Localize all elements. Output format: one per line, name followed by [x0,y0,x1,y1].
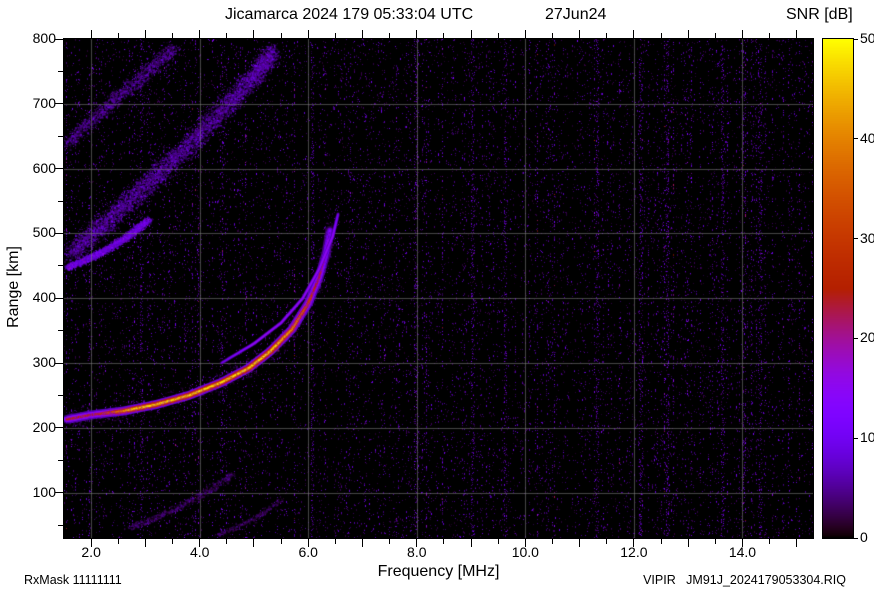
y-tick [55,427,63,429]
data-file-text: VIPIR JM91J_2024179053304.RIQ [643,573,846,587]
y-axis-label: Range [km] [5,246,22,328]
colorbar-tick [854,138,858,140]
x-tick [416,30,418,38]
x-tick [334,539,336,544]
x-tick [307,30,309,38]
x-tick [769,539,771,544]
y-tick [55,492,63,494]
x-tick [199,30,201,38]
x-tick [524,539,526,547]
x-tick [117,539,119,544]
x-tick [551,539,553,544]
rx-mask-text: RxMask 11111111 [24,573,122,587]
x-tick [253,30,255,38]
x-tick-label: 12.0 [620,544,648,560]
x-tick [579,30,581,38]
x-tick-label: 2.0 [81,544,101,560]
x-tick-label: 4.0 [189,544,210,560]
x-tick [497,539,499,544]
x-tick [307,539,309,547]
y-tick [55,168,63,170]
y-tick-label: 600 [32,159,56,176]
y-tick-label: 800 [32,30,56,46]
y-tick-label: 700 [32,94,56,111]
x-tick [280,539,282,544]
x-tick-label: 10.0 [511,544,539,560]
colorbar-tick [854,38,858,40]
plot-date: 27Jun24 [545,6,607,23]
y-tick [55,362,63,364]
x-tick [606,539,608,544]
x-tick [796,30,798,38]
y-tick [55,103,63,105]
colorbar-tick-label: 20 [860,329,874,346]
plot-title: Jicamarca 2024 179 05:33:04 UTC [225,6,474,23]
x-tick [226,539,228,544]
y-tick [55,38,63,40]
x-tick [660,539,662,544]
colorbar-tick-label: 0 [860,529,868,545]
x-tick [524,30,526,38]
x-tick-label: 8.0 [407,544,427,560]
x-tick [687,30,689,38]
x-tick [90,539,92,547]
y-tick-label: 200 [32,418,56,435]
x-tick [253,539,255,547]
ionogram-heatmap [63,38,814,539]
x-tick [144,539,146,547]
x-tick [579,539,581,547]
x-tick-label: 14.0 [728,544,757,560]
x-tick [470,30,472,38]
colorbar-tick-label: 10 [860,429,874,446]
x-axis-label: Frequency [MHz] [377,563,500,580]
x-tick [362,30,363,38]
x-tick [741,539,743,547]
x-tick [687,539,689,547]
x-tick [796,539,798,547]
colorbar-tick-label: 40 [860,129,874,146]
x-tick [199,539,201,547]
x-tick [714,539,716,544]
colorbar-tick [854,437,858,439]
colorbar-title: SNR [dB] [786,6,853,23]
y-tick-label: 300 [32,354,56,371]
colorbar-tick-label: 50 [860,30,874,46]
x-tick [633,30,635,38]
colorbar-tick [854,238,858,240]
x-tick [144,30,146,38]
x-tick-label: 6.0 [298,544,318,560]
x-tick [633,539,635,547]
y-tick-label: 500 [32,224,56,241]
x-tick [470,539,472,547]
x-tick [389,539,391,544]
x-tick [443,539,445,544]
y-tick-label: 100 [32,483,56,500]
x-tick [741,30,743,38]
x-tick [172,539,174,544]
colorbar-tick-label: 30 [860,229,874,246]
colorbar-tick [854,537,858,539]
y-tick [55,232,63,234]
colorbar-gradient [822,38,854,539]
x-tick [362,539,363,547]
x-tick [416,539,418,547]
y-tick [55,297,63,299]
x-tick [90,30,92,38]
colorbar-tick [854,337,858,339]
